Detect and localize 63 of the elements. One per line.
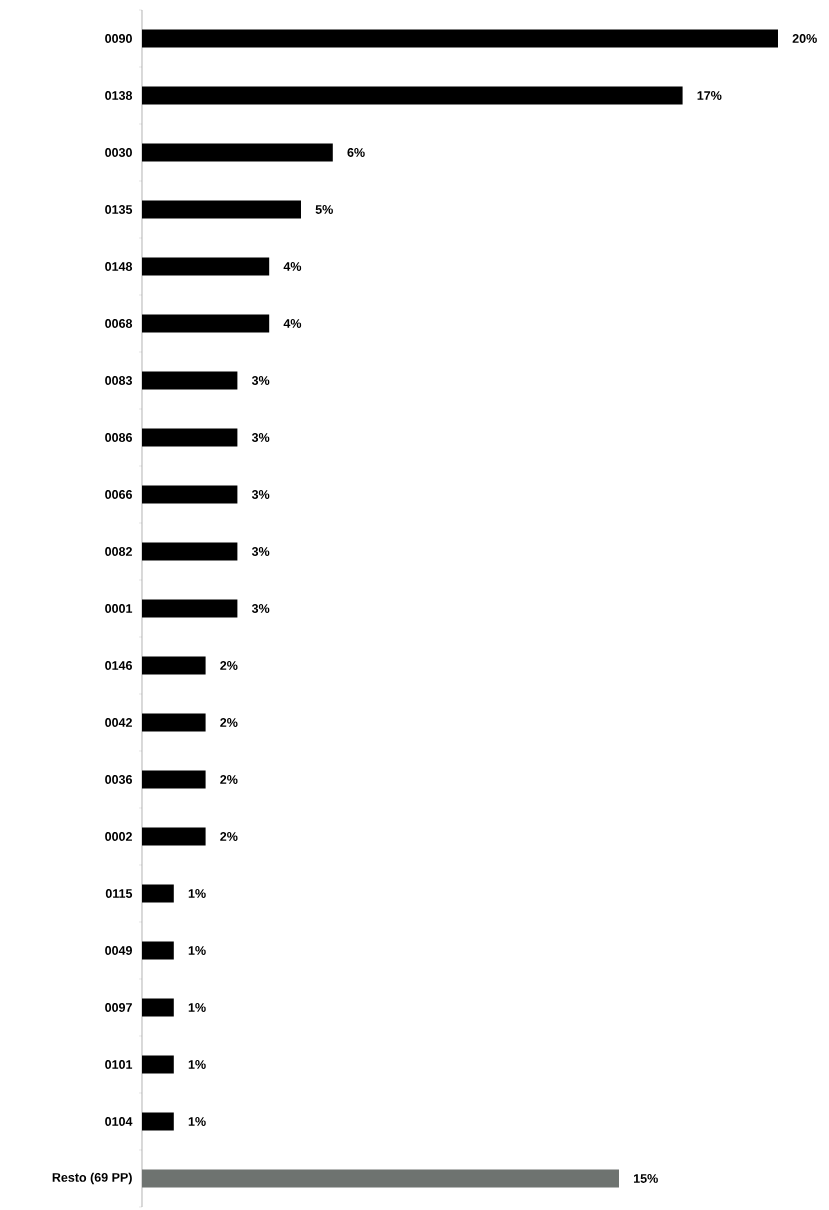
data-label: 2% <box>220 832 238 841</box>
data-label: 4% <box>283 262 302 271</box>
data-label: 17% <box>697 91 722 100</box>
bar <box>142 1112 174 1131</box>
y-tick-label: 0002 <box>105 832 132 841</box>
data-label: 1% <box>188 1060 206 1069</box>
bar <box>142 884 174 903</box>
y-tick-label: 0042 <box>105 718 132 727</box>
bar <box>142 485 238 504</box>
bar <box>142 542 238 561</box>
data-label: 1% <box>188 1003 206 1012</box>
data-label: 20% <box>792 34 817 43</box>
bar <box>142 371 238 390</box>
bar <box>142 1055 174 1074</box>
bar <box>142 656 206 675</box>
data-label: 1% <box>188 889 206 898</box>
y-tick-label: 0146 <box>105 661 132 670</box>
data-label: 3% <box>251 433 270 442</box>
y-tick-label: 0148 <box>105 262 133 271</box>
bar <box>142 86 683 105</box>
y-tick-label: 0083 <box>105 376 132 385</box>
y-tick-label: 0097 <box>105 1003 132 1012</box>
y-tick-label: 0030 <box>105 148 132 157</box>
y-tick-label: 0066 <box>105 490 132 499</box>
data-label: 6% <box>347 148 365 157</box>
bar <box>142 200 301 219</box>
y-tick-label: 0068 <box>105 319 133 328</box>
bar <box>142 314 270 333</box>
data-label: 2% <box>220 775 238 784</box>
y-tick-label: 0082 <box>105 547 132 556</box>
data-label: 15% <box>633 1174 658 1183</box>
y-tick-label: 0104 <box>105 1117 133 1126</box>
y-tick-label: 0135 <box>105 205 133 214</box>
bar <box>142 29 778 48</box>
y-tick-label: 0101 <box>105 1060 133 1069</box>
bar <box>142 827 206 846</box>
bar <box>142 143 333 162</box>
bar <box>142 941 174 960</box>
bar <box>142 713 206 732</box>
data-label: 1% <box>188 946 206 955</box>
y-tick-label: 0090 <box>105 34 132 43</box>
data-label: 2% <box>220 718 238 727</box>
y-tick-label: Resto (69 PP) <box>52 1172 132 1185</box>
data-label: 4% <box>283 319 302 328</box>
bar <box>142 1169 619 1188</box>
bar <box>142 428 238 447</box>
bar <box>142 599 238 618</box>
bar <box>142 998 174 1017</box>
data-label: 3% <box>251 547 270 556</box>
data-label: 3% <box>251 604 270 613</box>
data-label: 1% <box>188 1117 206 1126</box>
y-tick-label: 0001 <box>105 604 133 613</box>
data-label: 5% <box>315 205 333 214</box>
data-label: 3% <box>251 376 270 385</box>
y-tick-label: 0049 <box>105 946 132 955</box>
y-tick-label: 0138 <box>105 91 133 100</box>
y-tick-label: 0115 <box>105 889 133 898</box>
y-tick-label: 0036 <box>105 775 132 784</box>
data-label: 3% <box>251 490 270 499</box>
data-label: 2% <box>220 661 238 670</box>
y-tick-label: 0086 <box>105 433 132 442</box>
bar <box>142 257 270 276</box>
bar <box>142 770 206 789</box>
